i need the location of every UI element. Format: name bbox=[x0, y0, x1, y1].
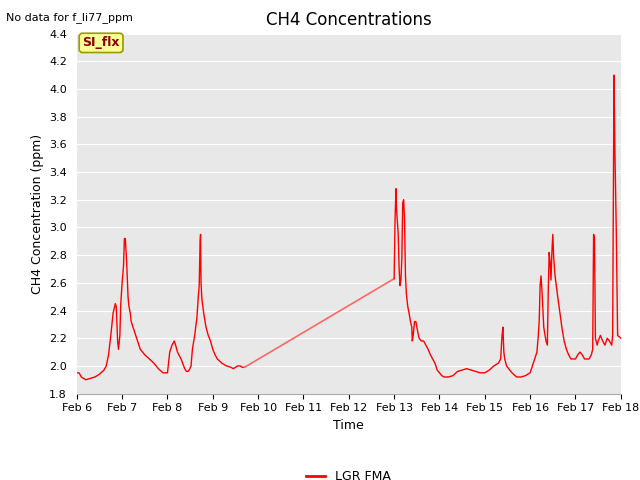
Text: No data for f_li77_ppm: No data for f_li77_ppm bbox=[6, 12, 133, 23]
Legend: LGR FMA: LGR FMA bbox=[301, 465, 396, 480]
Y-axis label: CH4 Concentration (ppm): CH4 Concentration (ppm) bbox=[31, 133, 44, 294]
X-axis label: Time: Time bbox=[333, 419, 364, 432]
Title: CH4 Concentrations: CH4 Concentrations bbox=[266, 11, 431, 29]
Text: SI_flx: SI_flx bbox=[83, 36, 120, 49]
